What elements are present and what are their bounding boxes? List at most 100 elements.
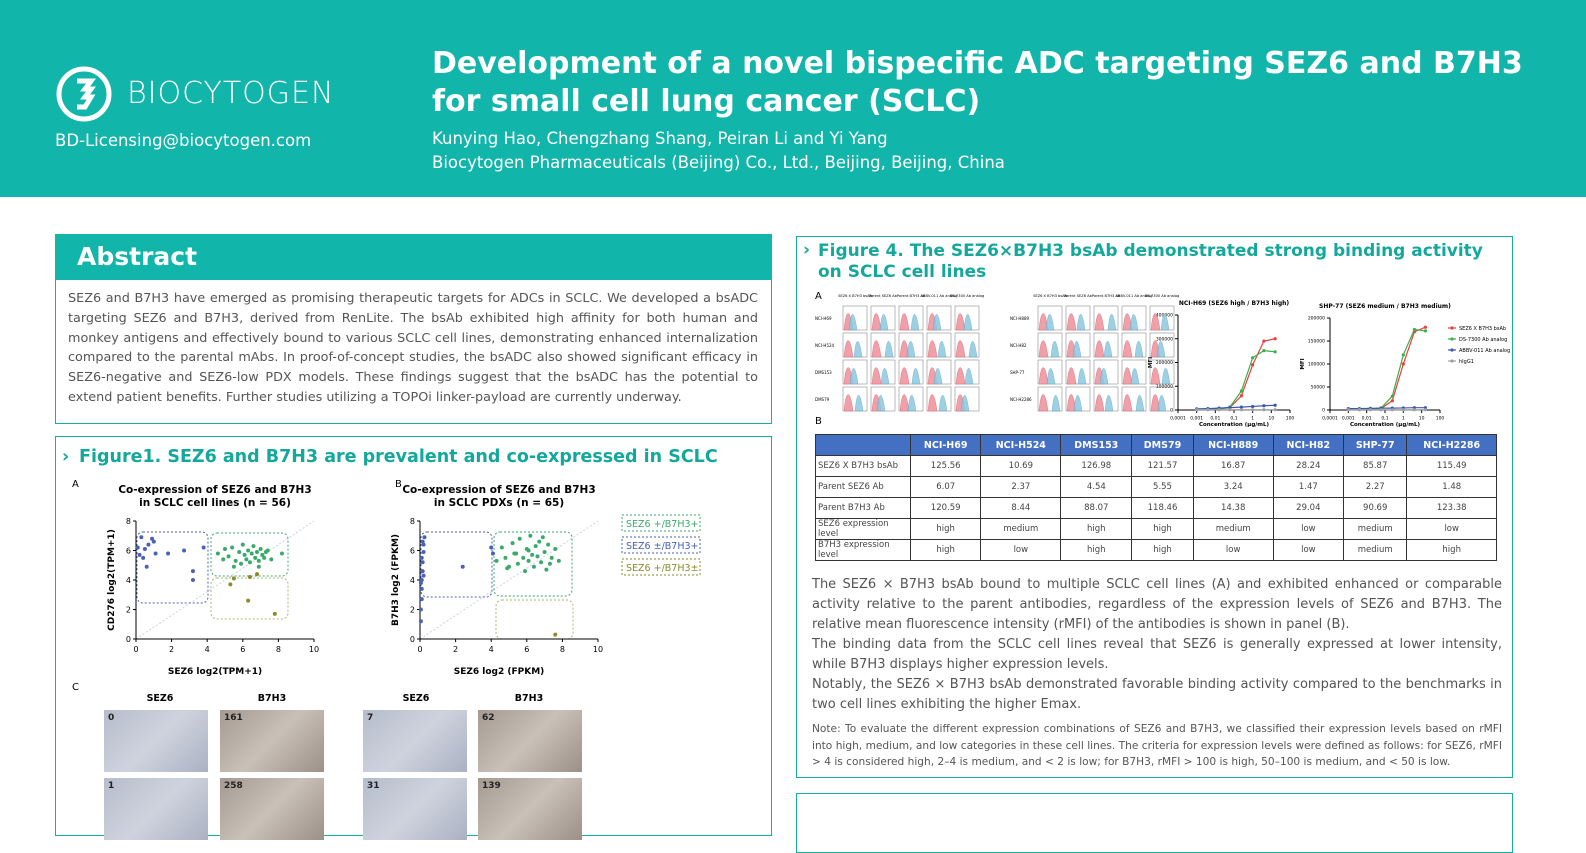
hist-ctrl	[1066, 367, 1077, 385]
hist-frame	[1093, 305, 1119, 331]
ihc-header: B7H3	[257, 693, 287, 704]
x-tick-label: 100	[1436, 416, 1445, 422]
table-row: Parent SEZ6 Ab 6.07 2.37 4.54 5.55 3.24 1.47 2.…	[815, 476, 1497, 498]
hist-ctrl	[899, 367, 910, 385]
hist-column-label: Parent SEZ6 Ab	[1064, 294, 1093, 298]
point	[215, 551, 220, 556]
point	[1273, 403, 1277, 407]
point	[244, 557, 249, 562]
hist-ctrl	[1094, 313, 1105, 331]
x-tick-label: 0,1	[1381, 416, 1388, 422]
point	[421, 549, 426, 554]
point	[231, 576, 236, 581]
point	[1195, 408, 1199, 412]
point	[499, 545, 504, 550]
x-tick-label: 4	[205, 645, 210, 654]
hist-row-label: DMS79	[815, 397, 830, 402]
figure1-title: Figure1. SEZ6 and B7H3 are prevalent and…	[79, 447, 718, 467]
point	[265, 548, 270, 553]
point	[190, 569, 195, 574]
point	[556, 558, 561, 563]
point	[260, 552, 265, 557]
y-tick-label: 4	[126, 576, 131, 585]
ihc-header: SEZ6	[146, 693, 174, 704]
chevron: ›	[803, 240, 811, 260]
hist-stain	[1103, 341, 1113, 358]
point	[247, 575, 252, 580]
table-cell: high	[909, 539, 982, 561]
ihc-score: 0	[108, 713, 115, 723]
point	[142, 547, 147, 552]
point	[144, 564, 149, 569]
point	[460, 564, 465, 569]
hist-stain	[1135, 395, 1145, 412]
ihc-score: 139	[482, 781, 501, 791]
point	[255, 549, 260, 554]
point	[1273, 350, 1277, 354]
point	[256, 564, 261, 569]
ihc-image: 0	[104, 710, 208, 772]
hist-column-label: ABBV-011 Ab analog	[1116, 294, 1153, 298]
paragraph: The SEZ6 × B7H3 bsAb bound to multiple S…	[812, 577, 1502, 632]
column-header: NCI-H82	[1272, 434, 1345, 456]
table-cell: high	[909, 518, 982, 540]
figure4-title: Figure 4. The SEZ6×B7H3 bsAb demonstrate…	[818, 241, 1483, 282]
point	[233, 558, 238, 563]
hist-column-label: DS-7300 Ab analog	[1145, 294, 1180, 298]
panel-label: C	[72, 682, 79, 693]
point	[523, 569, 528, 574]
y-tick-label: 8	[126, 517, 131, 526]
y-axis-label: B7H3 log2 (FPKM)	[391, 534, 401, 626]
point	[228, 582, 233, 587]
point	[549, 555, 554, 560]
y-tick-label: 4	[410, 576, 415, 585]
point	[489, 545, 494, 550]
table-cell: 5.55	[1131, 476, 1194, 498]
hist-ctrl	[1066, 313, 1077, 331]
hist-stain	[964, 368, 974, 385]
chart-title: in SCLC PDXs (n = 65)	[434, 497, 564, 509]
figure4-text: The SEZ6 × B7H3 bsAb bound to multiple S…	[812, 575, 1502, 715]
chart-title: Co-expression of SEZ6 and B7H3	[402, 484, 595, 496]
legend-label: SEZ6 ±/B7H3+	[626, 541, 698, 552]
point	[490, 551, 495, 556]
hist-stain	[1157, 395, 1167, 412]
point	[1401, 408, 1405, 412]
hist-ctrl	[1150, 367, 1161, 385]
point	[253, 555, 258, 560]
hist-row-label: SHP-77	[1010, 370, 1025, 375]
point	[1251, 356, 1255, 360]
hist-ctrl	[927, 394, 938, 412]
point	[526, 548, 531, 553]
hist-stain	[968, 341, 978, 358]
point	[547, 561, 552, 566]
x-tick-label: 10	[1268, 416, 1274, 422]
point	[141, 555, 146, 560]
point	[514, 551, 519, 556]
x-tick-label: 6	[240, 645, 245, 654]
column-header: NCI-H524	[980, 434, 1062, 456]
point	[1401, 353, 1405, 357]
point	[542, 549, 547, 554]
point	[418, 619, 423, 624]
legend-label: hIgG1	[1459, 359, 1474, 365]
logo-text: BIOCYTOGEN	[127, 76, 335, 111]
email: BD-Licensing@biocytogen.com	[55, 131, 312, 150]
legend-marker	[1450, 337, 1454, 341]
hist-frame	[954, 332, 980, 358]
hist-ctrl	[955, 313, 966, 331]
header-band	[0, 0, 1586, 197]
hist-row-label: NCI-H524	[815, 343, 835, 348]
point	[533, 544, 538, 549]
y-tick-label: 50000	[1311, 385, 1325, 391]
legend-label: SEZ6 X B7H3 bsAb	[1459, 326, 1506, 332]
hist-frame	[1037, 332, 1063, 358]
hist-ctrl	[1150, 313, 1161, 331]
point	[421, 573, 426, 578]
point	[272, 611, 277, 616]
legend-box	[621, 536, 701, 554]
point	[1239, 405, 1244, 409]
hist-stain	[1161, 368, 1171, 385]
table-row: SEZ6 X B7H3 bsAb 125.56 10.69 126.98 121.57 1…	[815, 455, 1497, 477]
